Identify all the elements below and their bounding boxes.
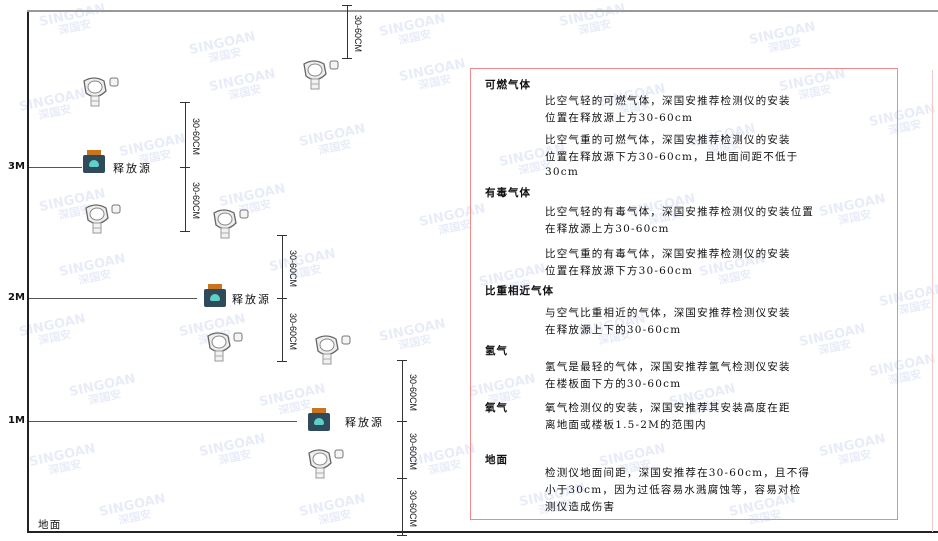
dimension-label: 30-60CM (191, 117, 201, 155)
ceiling-line (27, 10, 938, 12)
dimension-tick (277, 298, 287, 299)
dimension-label: 30-60CM (288, 312, 298, 350)
gas-detector-icon (315, 335, 351, 365)
info-heading: 比重相近气体 (485, 285, 554, 297)
level-2m-line (29, 298, 197, 299)
info-text: 在楼板面下方的30-60cm (545, 378, 682, 390)
dimension-line (402, 478, 403, 535)
release-source-label: 释放源 (113, 162, 152, 175)
gas-detector-icon (207, 332, 243, 362)
dimension-tick (277, 361, 287, 362)
dimension-line (185, 167, 186, 231)
release-source-icon (307, 408, 331, 432)
release-source-label: 释放源 (345, 416, 384, 429)
info-text: 比空气重的可燃气体，深国安推荐检测仪的安装 (545, 134, 791, 146)
dimension-line (347, 5, 348, 58)
info-text: 位置在释放源上方30-60cm (545, 112, 694, 124)
dimension-tick (180, 231, 190, 232)
dimension-tick (397, 360, 407, 361)
gas-detector-icon (308, 449, 344, 479)
info-text: 与空气比重相近的气体，深国安推荐检测仪安装 (545, 307, 791, 319)
dimension-label: 30-60CM (191, 182, 201, 220)
ground-label: 地面 (38, 519, 62, 531)
gas-detector-icon (303, 60, 339, 90)
info-heading: 氢气 (485, 345, 508, 357)
dimension-tick (397, 478, 407, 479)
release-source-label: 释放源 (232, 293, 271, 306)
dimension-tick (342, 58, 352, 59)
info-text: 比空气轻的可燃气体，深国安推荐检测仪的安装 (545, 95, 791, 107)
dimension-label: 30-60CM (353, 14, 363, 52)
info-text: 比空气重的有毒气体，深国安推荐检测仪的安装 (545, 248, 791, 260)
dimension-line (282, 235, 283, 298)
level-3m-line (29, 167, 82, 168)
dimension-label: 30-60CM (408, 373, 418, 411)
info-heading: 地面 (485, 454, 508, 466)
dimension-tick (277, 235, 287, 236)
gas-detector-icon (83, 77, 119, 107)
info-text: 检测仪地面间距，深国安推荐在30-60cm，且不得 (545, 467, 811, 479)
gas-detector-icon (213, 209, 249, 239)
info-text: 在释放源上方30-60cm (545, 223, 670, 235)
dimension-tick (180, 167, 190, 168)
dimension-line (402, 360, 403, 421)
info-text: 位置在释放源下方30-60cm，且地面间距不低于 (545, 151, 799, 163)
height-axis (27, 10, 29, 533)
info-text: 氧气检测仪的安装，深国安推荐其安装高度在距 (545, 402, 791, 414)
info-text: 离地面或楼板1.5-2M的范围内 (545, 419, 707, 431)
dimension-line (282, 298, 283, 361)
info-text: 小于30cm，因为过低容易水溅腐蚀等，容易对检 (545, 484, 802, 496)
ground-line (27, 531, 938, 533)
right-edge (932, 70, 933, 532)
dimension-tick (342, 5, 352, 6)
info-heading: 氧气 (485, 402, 508, 414)
info-heading: 有毒气体 (485, 187, 531, 199)
release-source-icon (82, 150, 106, 174)
dimension-label: 30-60CM (288, 249, 298, 287)
gas-detector-icon (85, 204, 121, 234)
info-box (470, 68, 898, 520)
dimension-tick (180, 102, 190, 103)
info-text: 比空气轻的有毒气体，深国安推荐检测仪的安装位置 (545, 206, 815, 218)
level-1m-line (29, 421, 297, 422)
info-text: 30cm (545, 166, 579, 178)
level-3m: 3M (8, 161, 25, 172)
dimension-line (402, 421, 403, 478)
level-1m: 1M (8, 415, 25, 426)
info-heading: 可燃气体 (485, 79, 531, 91)
dimension-label: 30-60CM (408, 432, 418, 470)
info-text: 氢气是最轻的气体，深国安推荐氢气检测仪安装 (545, 361, 791, 373)
level-2m: 2M (8, 292, 25, 303)
dimension-label: 30-60CM (408, 489, 418, 527)
dimension-tick (397, 421, 407, 422)
dimension-line (185, 102, 186, 167)
info-text: 测仪造成伤害 (545, 501, 616, 513)
info-text: 位置在释放源下方30-60cm (545, 265, 694, 277)
dimension-tick (397, 535, 407, 536)
release-source-icon (203, 284, 227, 308)
info-text: 在释放源上下的30-60cm (545, 324, 682, 336)
